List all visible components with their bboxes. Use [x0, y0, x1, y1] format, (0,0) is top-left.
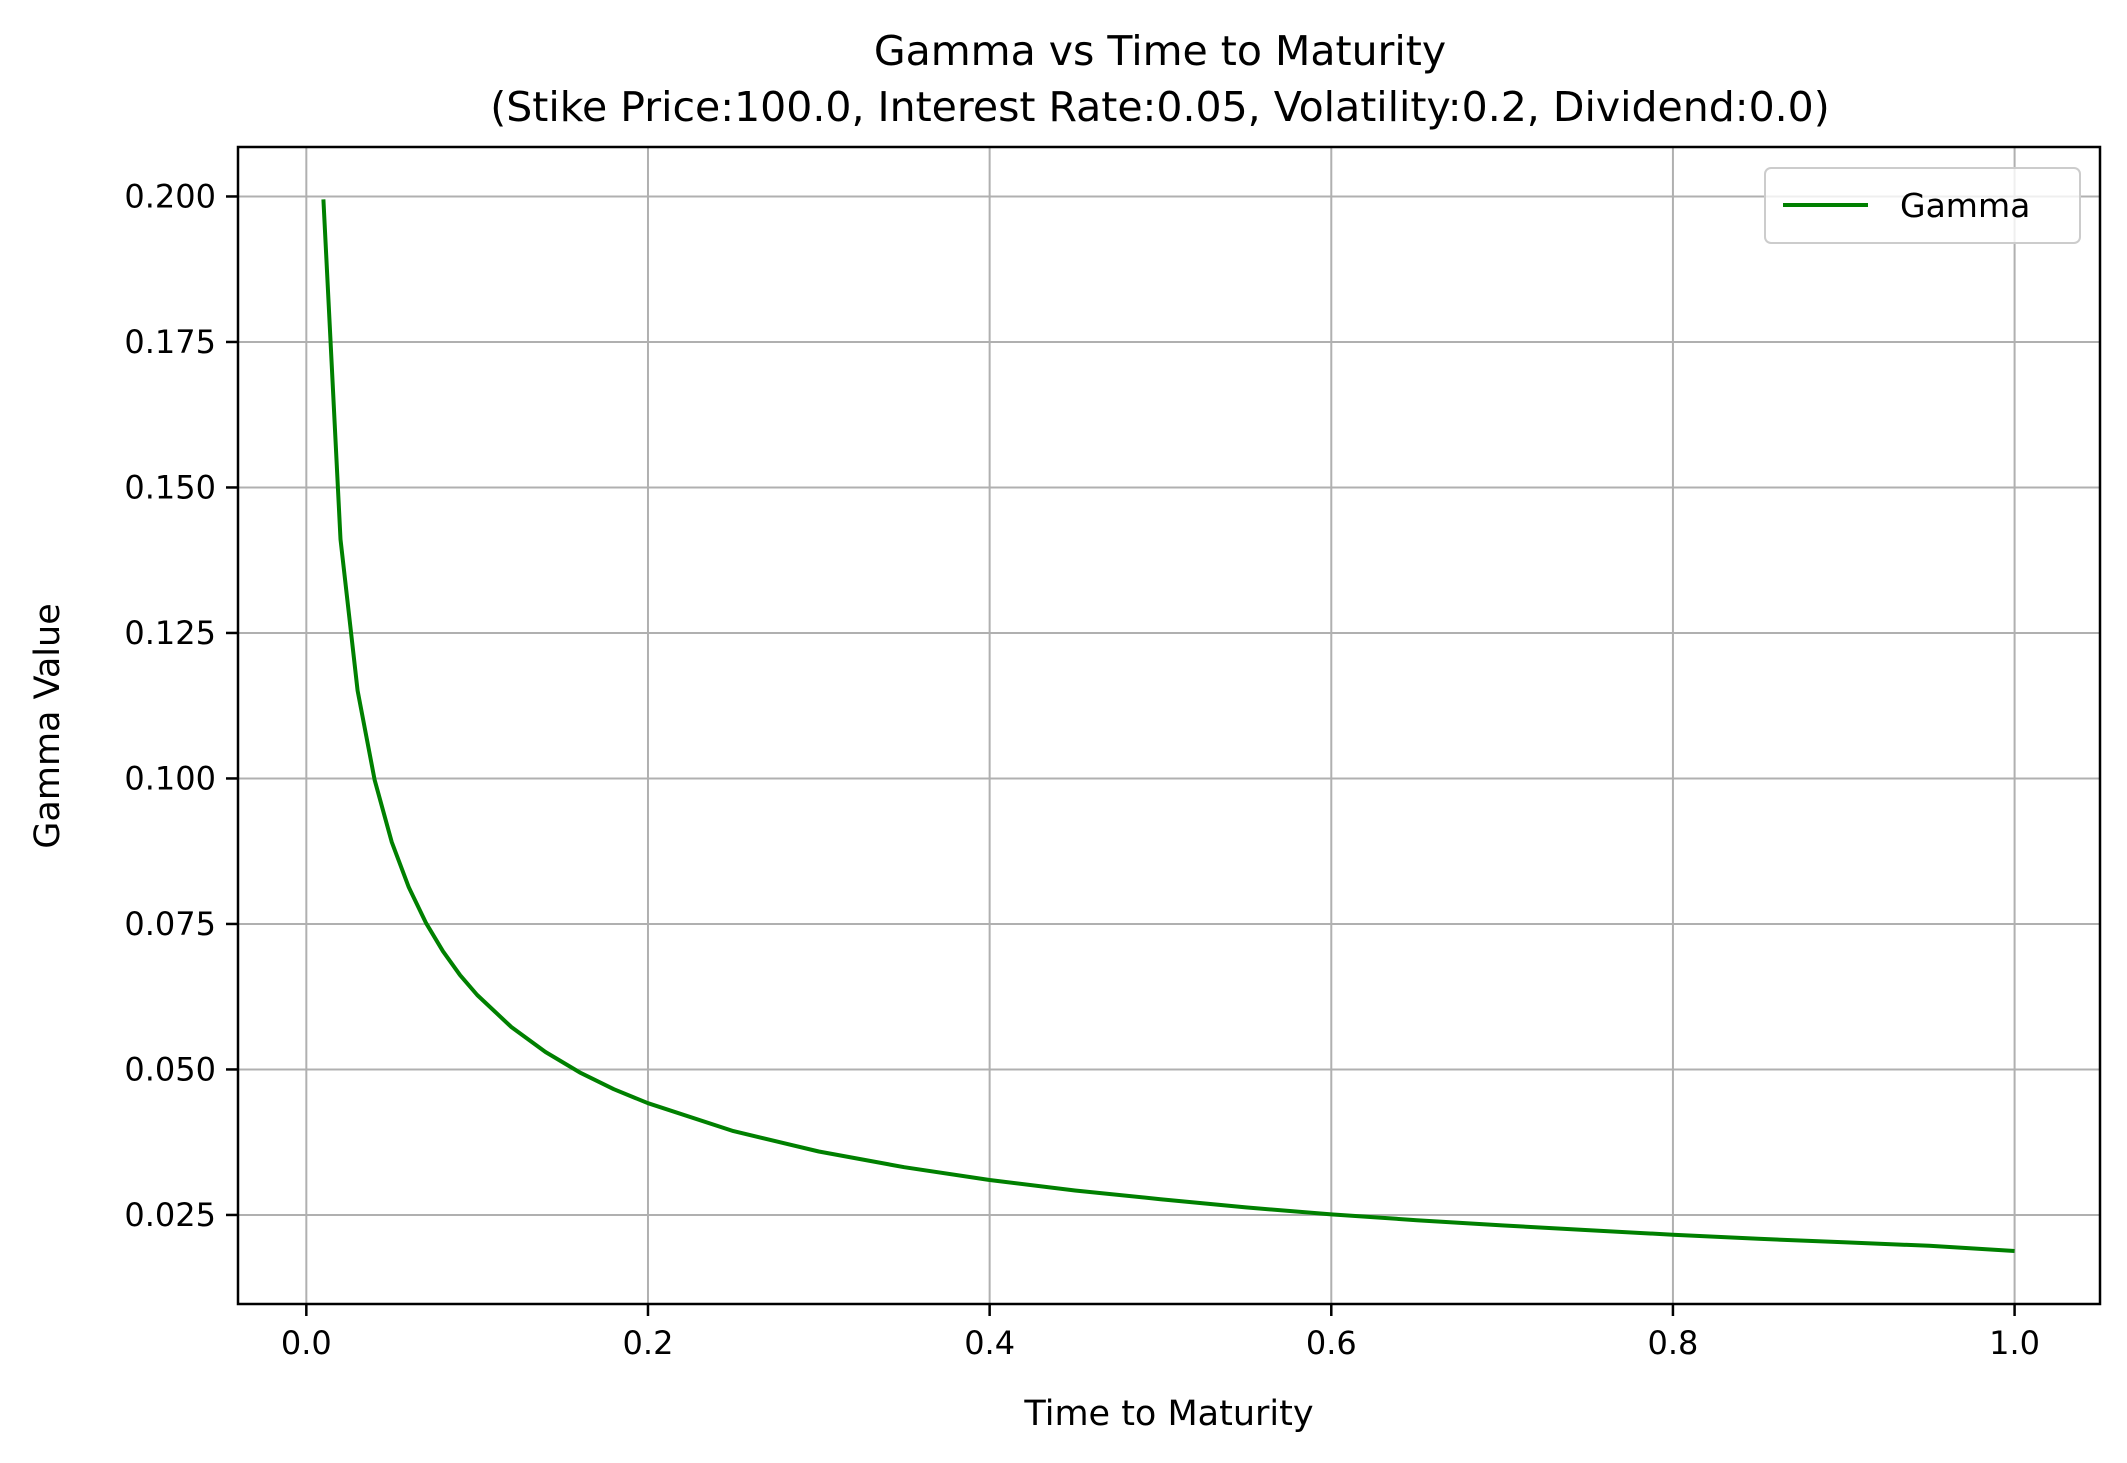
x-tick-label: 0.8	[1647, 1324, 1698, 1362]
x-tick-label: 0.2	[623, 1324, 674, 1362]
y-tick-label: 0.100	[124, 759, 216, 797]
chart-subtitle: (Stike Price:100.0, Interest Rate:0.05, …	[490, 83, 1830, 131]
series-line-gamma	[321, 199, 2015, 1253]
y-tick-label: 0.200	[124, 177, 216, 215]
y-tick-label: 0.150	[124, 468, 216, 506]
y-tick-label: 0.125	[124, 614, 216, 652]
x-tick-label: 1.0	[1989, 1324, 2040, 1362]
y-tick-label: 0.075	[124, 905, 216, 943]
series-layer	[321, 199, 2015, 1253]
chart-title: Gamma vs Time to Maturity	[874, 27, 1446, 75]
y-axis-ticks: 0.025 0.050 0.075 0.100 0.125 0.150 0.175 0.200	[124, 177, 238, 1234]
y-axis-label: Gamma Value	[28, 603, 68, 848]
y-tick-label: 0.050	[124, 1050, 216, 1088]
legend-box	[1764, 167, 2081, 244]
plot-frame	[236, 145, 2102, 1306]
x-tick-label: 0.6	[1306, 1324, 1357, 1362]
y-tick-label: 0.025	[124, 1196, 216, 1234]
grid-lines	[238, 147, 2100, 1304]
x-tick-label: 0.0	[281, 1324, 332, 1362]
x-axis-ticks: 0.0 0.2 0.4 0.6 0.8 1.0	[281, 1304, 2040, 1362]
y-tick-label: 0.175	[124, 323, 216, 361]
x-tick-label: 0.4	[964, 1324, 1015, 1362]
legend-label-gamma: Gamma	[1900, 186, 2030, 225]
legend: Gamma	[1764, 167, 2081, 244]
x-axis-label: Time to Maturity	[1023, 1394, 1313, 1434]
